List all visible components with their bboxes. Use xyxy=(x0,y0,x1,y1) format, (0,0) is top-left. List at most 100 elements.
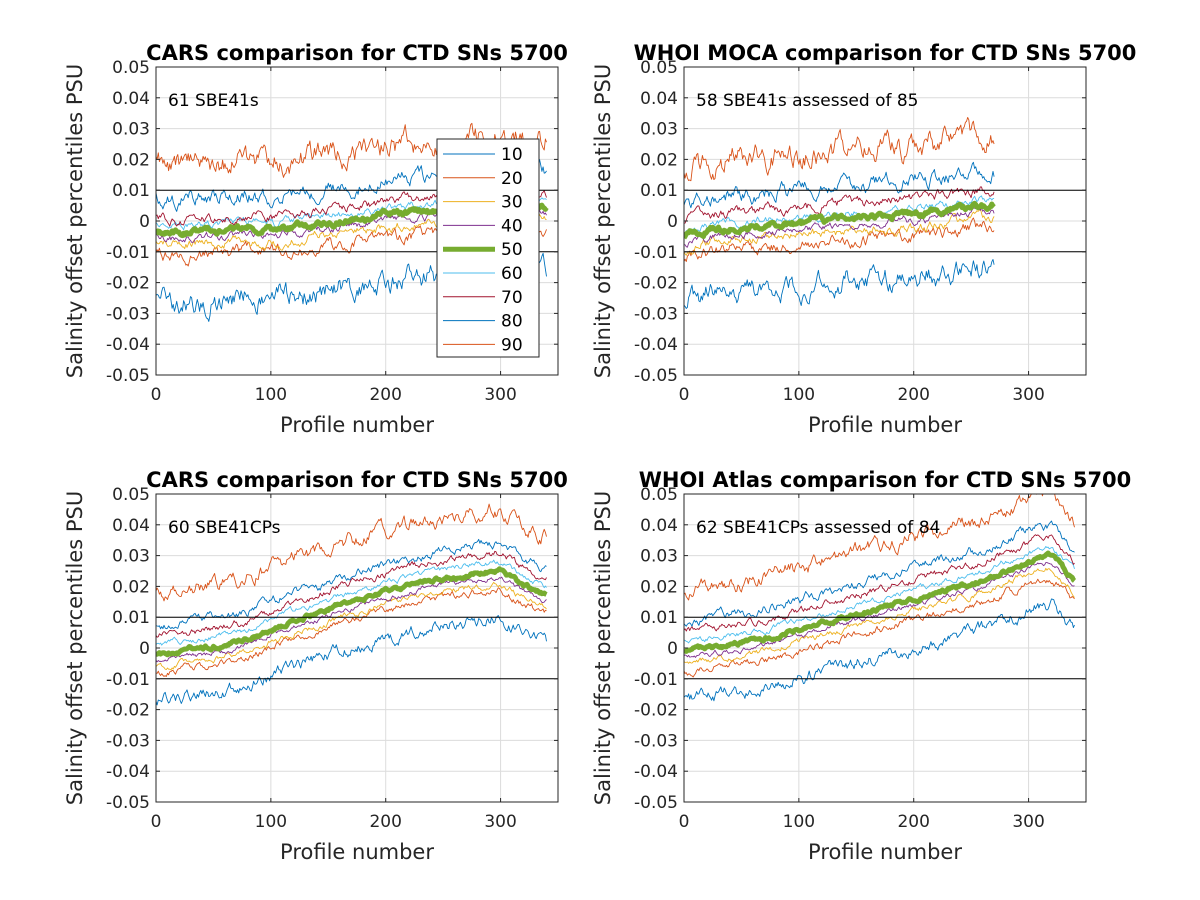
y-tick-label: 0.01 xyxy=(640,608,678,628)
series-p90 xyxy=(684,494,1075,601)
y-tick-label: 0.02 xyxy=(112,150,150,170)
legend-label: 90 xyxy=(501,335,523,355)
series-p10 xyxy=(684,598,1075,702)
x-tick-label: 300 xyxy=(484,812,516,832)
series-p60 xyxy=(156,559,547,646)
annotation-text: 60 SBE41CPs xyxy=(168,518,281,538)
series-p40 xyxy=(684,562,1075,658)
series-p20 xyxy=(684,217,995,262)
y-tick-label: 0 xyxy=(667,212,678,232)
series-p10 xyxy=(684,259,995,309)
legend-label: 10 xyxy=(501,145,523,165)
x-tick-label: 100 xyxy=(783,812,815,832)
chart-title: CARS comparison for CTD SNs 5700 xyxy=(146,41,568,65)
y-axis-label: Salinity offset percentiles PSU xyxy=(63,491,87,805)
series-p90 xyxy=(684,116,995,182)
x-tick-label: 0 xyxy=(151,385,162,405)
series-p90 xyxy=(156,503,547,602)
chart-panel-3: -0.05 -0.04 -0.03 -0.02 -0.01 0 0.01 0.02 0.03 0.… xyxy=(63,468,568,864)
y-tick-label: 0.03 xyxy=(112,547,150,567)
x-tick-label: 300 xyxy=(484,385,516,405)
series-p80 xyxy=(684,161,995,209)
legend-label: 40 xyxy=(501,216,523,236)
series-p80 xyxy=(156,538,547,630)
y-tick-label: 0.04 xyxy=(640,89,678,109)
y-tick-label: 0.04 xyxy=(640,516,678,536)
y-tick-label: 0.02 xyxy=(640,577,678,597)
y-tick-label: 0.04 xyxy=(112,516,150,536)
x-axis-label: Profile number xyxy=(808,413,962,437)
x-tick-label: 300 xyxy=(1012,812,1044,832)
y-axis-label: Salinity offset percentiles PSU xyxy=(63,64,87,378)
chart-panel-1: -0.05 -0.04 -0.03 -0.02 -0.01 0 0.01 0.02 0.03 0.… xyxy=(63,41,568,437)
x-tick-label: 200 xyxy=(897,812,929,832)
annotation-text: 62 SBE41CPs assessed of 84 xyxy=(696,518,940,538)
series-p50 xyxy=(684,550,1077,654)
y-axis-label: Salinity offset percentiles PSU xyxy=(591,64,615,378)
series-p10 xyxy=(156,615,547,706)
y-tick-label: -0.03 xyxy=(106,304,150,324)
y-tick-label: -0.02 xyxy=(106,701,150,721)
y-tick-label: 0.05 xyxy=(112,58,150,78)
chart-title: WHOI MOCA comparison for CTD SNs 5700 xyxy=(634,41,1137,65)
x-tick-label: 300 xyxy=(1012,385,1044,405)
series-p80 xyxy=(684,520,1075,627)
series-p60 xyxy=(684,546,1075,644)
y-tick-label: 0.02 xyxy=(640,150,678,170)
y-tick-label: 0.01 xyxy=(640,181,678,201)
y-tick-label: -0.05 xyxy=(106,793,150,813)
series-p30 xyxy=(684,208,995,256)
series-p70 xyxy=(684,186,995,224)
series-p30 xyxy=(156,581,547,671)
series-p90 xyxy=(156,122,547,178)
y-tick-label: -0.04 xyxy=(106,762,150,782)
y-tick-label: -0.04 xyxy=(634,762,678,782)
chart-title: WHOI Atlas comparison for CTD SNs 5700 xyxy=(639,468,1132,492)
y-tick-label: -0.05 xyxy=(634,793,678,813)
chart-panel-2: -0.05 -0.04 -0.03 -0.02 -0.01 0 0.01 0.02 0.03 0.… xyxy=(591,41,1136,437)
series-p70 xyxy=(684,534,1075,632)
y-tick-label: -0.04 xyxy=(106,335,150,355)
y-tick-label: -0.01 xyxy=(634,243,678,263)
series-p20 xyxy=(684,578,1075,678)
x-tick-label: 0 xyxy=(679,812,690,832)
annotation-text: 61 SBE41s xyxy=(168,91,259,111)
series-p40 xyxy=(156,576,547,663)
legend-label: 60 xyxy=(501,264,523,284)
legend-label: 20 xyxy=(501,169,523,189)
series-group xyxy=(156,503,548,706)
y-tick-label: -0.02 xyxy=(106,274,150,294)
legend-label: 50 xyxy=(501,240,523,260)
y-tick-label: -0.05 xyxy=(106,366,150,386)
y-tick-label: 0.03 xyxy=(640,120,678,140)
legend: 10 20 30 40 50 60 70 80 90 xyxy=(436,138,540,358)
y-tick-label: 0.02 xyxy=(112,577,150,597)
y-tick-label: 0.01 xyxy=(112,181,150,201)
x-tick-label: 0 xyxy=(679,385,690,405)
y-tick-label: 0.05 xyxy=(640,58,678,78)
y-tick-label: -0.02 xyxy=(634,701,678,721)
y-tick-label: 0.05 xyxy=(112,485,150,505)
y-tick-label: -0.01 xyxy=(106,243,150,263)
legend-label: 80 xyxy=(501,312,523,332)
x-tick-label: 0 xyxy=(151,812,162,832)
series-p30 xyxy=(684,567,1075,664)
x-tick-label: 200 xyxy=(369,812,401,832)
y-tick-label: 0 xyxy=(667,639,678,659)
y-tick-label: -0.04 xyxy=(634,335,678,355)
y-tick-label: 0.05 xyxy=(640,485,678,505)
x-axis-label: Profile number xyxy=(280,413,434,437)
x-tick-label: 200 xyxy=(897,385,929,405)
legend-label: 30 xyxy=(501,193,523,213)
x-tick-label: 100 xyxy=(255,812,287,832)
series-p50 xyxy=(684,200,996,240)
y-tick-label: -0.03 xyxy=(634,731,678,751)
x-axis-label: Profile number xyxy=(808,840,962,864)
x-tick-label: 100 xyxy=(783,385,815,405)
y-tick-label: -0.05 xyxy=(634,366,678,386)
annotation-text: 58 SBE41s assessed of 85 xyxy=(696,91,919,111)
series-group xyxy=(684,494,1077,702)
y-tick-label: -0.03 xyxy=(106,731,150,751)
y-tick-label: -0.03 xyxy=(634,304,678,324)
